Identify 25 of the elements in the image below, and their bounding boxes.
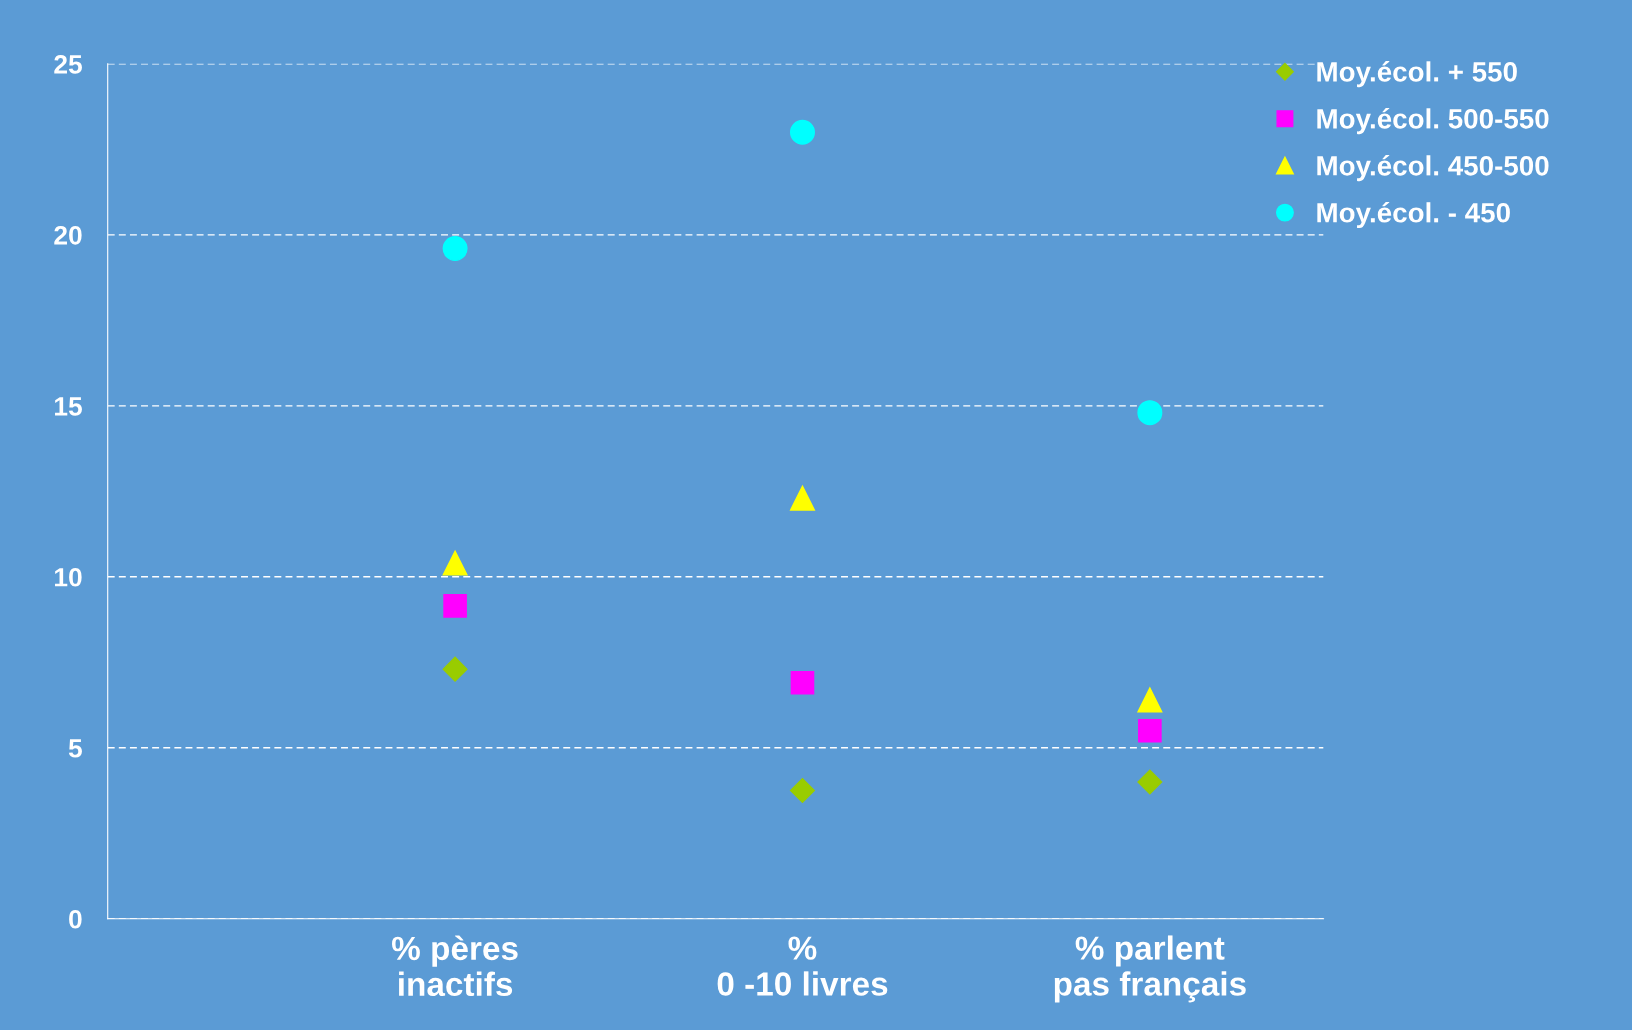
point (1137, 400, 1163, 426)
x-tick-label: % parlent pas français (1054, 935, 1246, 1003)
point (443, 594, 467, 618)
legend-label: Moy.écol. 450-500 (1317, 154, 1549, 182)
point (1137, 769, 1163, 795)
point (1138, 718, 1162, 743)
legend-label: Moy.écol. 500-550 (1317, 108, 1549, 135)
y-tick-label: 25 (54, 55, 82, 74)
point (789, 485, 815, 511)
y-tick-label: 0 (69, 909, 82, 929)
y-tick-label: 5 (68, 739, 82, 758)
point (442, 656, 468, 682)
point (789, 778, 815, 804)
point (789, 119, 815, 145)
point (790, 671, 815, 695)
point (442, 550, 468, 576)
point (1137, 687, 1163, 713)
legend-label: Moy.écol. + 550 (1317, 61, 1517, 88)
y-tick-label: 20 (54, 225, 82, 245)
x-tick-label: % pères inactifs (392, 935, 518, 997)
x-tick-label: % 0 -10 livres (717, 936, 888, 996)
y-tick-label: 10 (55, 567, 82, 587)
point (442, 236, 468, 262)
y-tick-label: 15 (55, 397, 82, 416)
legend-label: Moy.écol. - 450 (1317, 201, 1510, 229)
